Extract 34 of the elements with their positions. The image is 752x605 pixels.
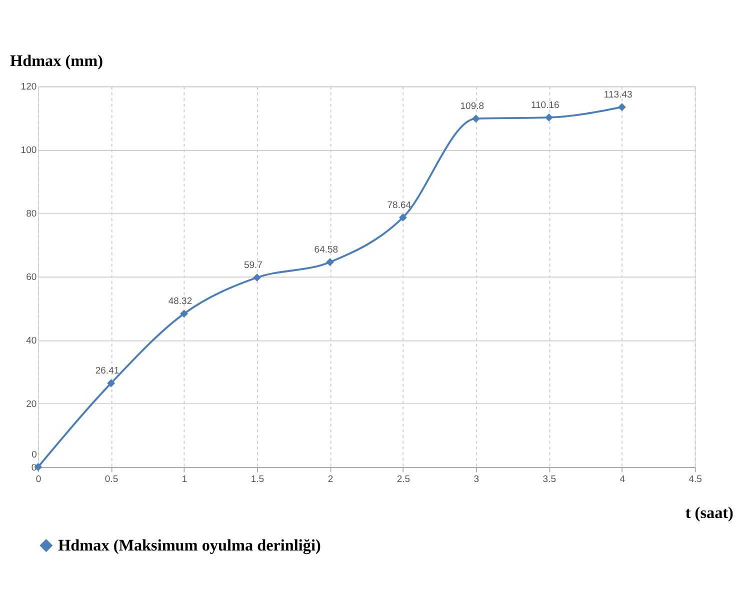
point xyxy=(544,113,553,122)
data-label: 113.43 xyxy=(604,90,632,101)
y-tick-label: 80 xyxy=(26,208,37,220)
data-label: 109.8 xyxy=(460,101,484,112)
data-label: 110.16 xyxy=(530,100,560,111)
point xyxy=(326,258,334,266)
x-tick-label: 0.5 xyxy=(104,474,118,485)
point xyxy=(618,103,626,112)
x-tick-label: 1.5 xyxy=(250,474,264,485)
data-label: 59.7 xyxy=(244,260,262,272)
x-axis-title: t (saat) xyxy=(685,504,734,522)
data-label: 78.64 xyxy=(387,200,412,211)
x-tick-label: 2 xyxy=(328,474,334,485)
x-tick-label: 4.5 xyxy=(688,474,702,485)
data-label: 48.32 xyxy=(168,296,192,308)
point xyxy=(398,214,407,222)
point xyxy=(107,379,116,388)
y-tick-label: 120 xyxy=(20,82,37,93)
y-tick-label: 100 xyxy=(20,145,37,156)
data-label: 26.41 xyxy=(95,366,120,377)
data-label: 64.58 xyxy=(314,244,338,256)
y-tick-label: 60 xyxy=(26,272,37,283)
point xyxy=(253,274,261,282)
x-tick-label: 3 xyxy=(474,474,480,485)
x-tick-label: 4 xyxy=(620,474,626,485)
x-tick-label: 3.5 xyxy=(542,474,556,485)
y-axis-title: Hdmax (mm) xyxy=(10,52,103,70)
y-tick-label: 40 xyxy=(26,335,37,346)
point xyxy=(472,114,480,123)
y-tick-label: 20 xyxy=(26,398,37,410)
x-tick-label: 2.5 xyxy=(396,474,410,485)
legend-label: Hdmax (Maksimum oyulma derinliği) xyxy=(58,537,321,554)
point xyxy=(180,310,188,318)
x-tick-label: 1 xyxy=(182,474,188,485)
